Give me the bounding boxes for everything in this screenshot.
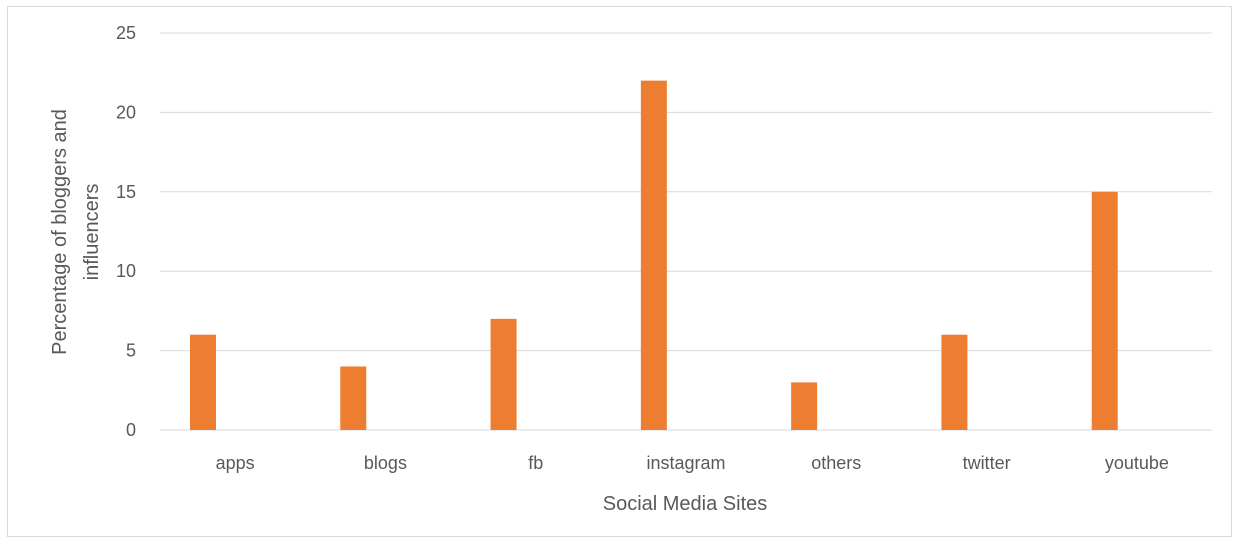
x-tick-label-apps: apps bbox=[216, 453, 255, 473]
y-tick-label: 15 bbox=[116, 182, 136, 202]
y-axis-title-line-1: Percentage of bloggers and bbox=[49, 109, 71, 355]
gridlines bbox=[160, 32, 1212, 431]
x-tick-labels: apps blogs fb instagram others twitter youtube bbox=[216, 453, 1169, 473]
x-tick-label-instagram: instagram bbox=[646, 453, 725, 473]
y-tick-label: 0 bbox=[126, 420, 136, 440]
bar-instagram bbox=[640, 80, 667, 430]
y-tick-labels: 0 5 10 15 20 25 bbox=[116, 23, 136, 440]
y-tick-label: 25 bbox=[116, 23, 136, 43]
bar-twitter bbox=[941, 334, 968, 430]
bar-youtube bbox=[1091, 191, 1118, 430]
y-tick-label: 5 bbox=[126, 341, 136, 361]
y-tick-label: 20 bbox=[116, 102, 136, 122]
x-tick-label-fb: fb bbox=[528, 453, 543, 473]
x-tick-label-youtube: youtube bbox=[1105, 453, 1169, 473]
y-tick-label: 10 bbox=[116, 261, 136, 281]
bar-others bbox=[791, 382, 818, 430]
bars bbox=[190, 80, 1118, 430]
x-axis-title: Social Media Sites bbox=[603, 493, 768, 515]
y-axis-title-line-2: influencers bbox=[81, 184, 103, 281]
bar-apps bbox=[190, 334, 216, 430]
x-tick-label-others: others bbox=[811, 453, 861, 473]
bar-blogs bbox=[340, 366, 367, 430]
y-axis-title: Percentage of bloggers and influencers bbox=[49, 109, 103, 355]
x-tick-label-twitter: twitter bbox=[963, 453, 1011, 473]
bar-fb bbox=[490, 318, 517, 430]
x-tick-label-blogs: blogs bbox=[364, 453, 407, 473]
